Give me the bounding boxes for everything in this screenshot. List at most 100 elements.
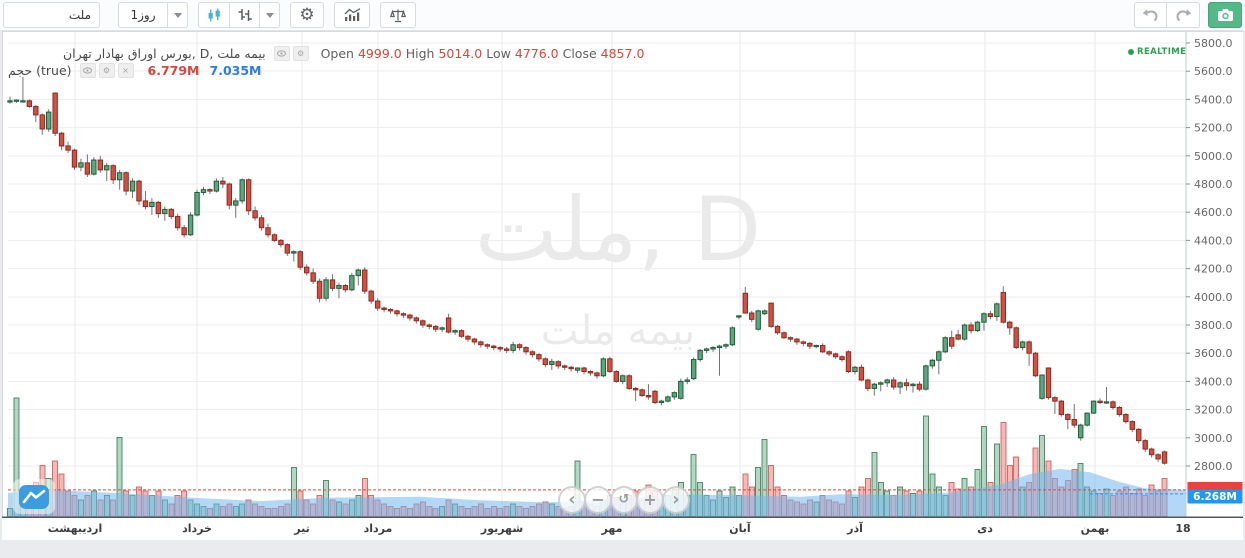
eye-icon[interactable] bbox=[273, 45, 290, 61]
chevron-down-icon bbox=[173, 12, 182, 18]
candle-body bbox=[1097, 400, 1103, 404]
candle-body bbox=[620, 375, 626, 382]
candle-body bbox=[7, 100, 13, 103]
candle-body bbox=[207, 189, 213, 192]
candle-body bbox=[768, 302, 774, 327]
candle-body bbox=[181, 227, 187, 236]
candle-body bbox=[458, 330, 465, 337]
candle-body bbox=[265, 227, 271, 236]
gridlines bbox=[8, 32, 1186, 517]
candle-body bbox=[671, 392, 678, 398]
chevron-right-icon: › bbox=[672, 489, 680, 510]
candle-body bbox=[1161, 451, 1168, 464]
candle-body bbox=[652, 390, 658, 404]
gear-icon[interactable]: ⚙ bbox=[292, 45, 309, 61]
candle-body bbox=[536, 354, 542, 360]
candle-body bbox=[336, 285, 342, 289]
time-axis-label: شهریور bbox=[480, 522, 523, 535]
candle-body bbox=[987, 313, 994, 318]
candle-body bbox=[949, 337, 955, 347]
svg-text:3400.0: 3400.0 bbox=[1194, 375, 1233, 388]
candle-body bbox=[787, 337, 794, 340]
svg-text:4000.0: 4000.0 bbox=[1194, 291, 1233, 304]
settings-button[interactable]: ⚙ bbox=[290, 2, 324, 28]
candle-body bbox=[362, 269, 368, 292]
candle-body bbox=[233, 200, 239, 206]
candle-body bbox=[187, 214, 194, 236]
candle-body bbox=[304, 266, 310, 274]
candle-body bbox=[826, 351, 832, 355]
gear-icon[interactable]: ⚙ bbox=[98, 62, 115, 78]
time-axis-label: مهر bbox=[601, 522, 623, 535]
chart-platform-logo[interactable] bbox=[13, 479, 55, 514]
candle-body bbox=[1142, 440, 1148, 450]
candle-body bbox=[594, 372, 600, 377]
zoom-out-button[interactable]: − bbox=[584, 486, 612, 514]
candle-body bbox=[426, 324, 432, 327]
time-axis-label: بهمن bbox=[1081, 522, 1110, 535]
bar-chart-button[interactable] bbox=[230, 2, 260, 28]
candle-body bbox=[549, 361, 555, 365]
scales-icon bbox=[390, 9, 406, 22]
series-legend: بورس اوراق بهادار تهران, D, بیمه ملت ⚙ O… bbox=[63, 45, 644, 63]
snapshot-button[interactable] bbox=[1208, 2, 1242, 28]
candle-body bbox=[162, 208, 168, 215]
candle-body bbox=[316, 280, 323, 299]
candle-body bbox=[1013, 327, 1019, 349]
symbol-input[interactable]: ملت bbox=[3, 2, 100, 28]
candle-body bbox=[297, 251, 303, 268]
candle-body bbox=[46, 111, 52, 130]
svg-text:4800.0: 4800.0 bbox=[1194, 178, 1233, 191]
candle-body bbox=[691, 359, 697, 380]
series-title: بورس اوراق بهادار تهران, D, بیمه ملت bbox=[63, 45, 266, 61]
volume-study-legend: حجم (true) ⚙ × 6.779M 7.035M bbox=[8, 62, 261, 80]
svg-text:5400.0: 5400.0 bbox=[1194, 93, 1233, 106]
candles bbox=[7, 76, 1168, 465]
candle-body bbox=[116, 172, 123, 181]
interval-select[interactable]: 1روز bbox=[118, 2, 168, 28]
eye-icon[interactable] bbox=[79, 62, 96, 78]
candle-body bbox=[749, 312, 755, 320]
candle-body bbox=[245, 179, 252, 212]
compare-button[interactable] bbox=[380, 2, 416, 28]
candle-body bbox=[291, 251, 297, 254]
interval-dropdown-button[interactable] bbox=[168, 2, 188, 28]
candle-body bbox=[329, 279, 336, 289]
candle-body bbox=[761, 310, 768, 315]
candle-body bbox=[1136, 428, 1142, 442]
reset-icon: ↺ bbox=[618, 492, 630, 507]
candle-body bbox=[65, 145, 71, 151]
svg-text:5200.0: 5200.0 bbox=[1194, 122, 1233, 135]
candle-body bbox=[510, 344, 516, 351]
close-icon[interactable]: × bbox=[117, 62, 134, 78]
candle-body bbox=[710, 347, 716, 350]
candle-body bbox=[581, 367, 587, 373]
candle-body bbox=[942, 337, 948, 353]
indicators-button[interactable] bbox=[334, 2, 370, 28]
candle-body bbox=[1084, 412, 1090, 426]
candle-body bbox=[13, 99, 20, 102]
reset-scale-button[interactable]: ↺ bbox=[610, 486, 638, 514]
undo-button[interactable] bbox=[1134, 2, 1167, 28]
svg-text:5600.0: 5600.0 bbox=[1194, 65, 1233, 78]
candle-body bbox=[897, 382, 903, 388]
candle-body bbox=[974, 321, 981, 332]
candle-body bbox=[439, 327, 445, 330]
redo-button[interactable] bbox=[1167, 2, 1200, 28]
candle-body bbox=[1116, 406, 1123, 416]
candle-body bbox=[852, 366, 858, 373]
minus-icon: − bbox=[591, 490, 605, 509]
candlestick-chart-button[interactable] bbox=[198, 2, 230, 28]
candle-body bbox=[542, 358, 549, 365]
candle-body bbox=[445, 317, 452, 333]
candle-body bbox=[368, 290, 374, 302]
candle-body bbox=[716, 345, 723, 349]
scroll-left-button[interactable]: ‹ bbox=[558, 486, 586, 514]
price-axis: 5800.0 5600.0 5400.0 5200.0 5000.0 4800.0 4600… bbox=[1185, 32, 1243, 540]
candle-body bbox=[729, 327, 736, 346]
zoom-in-button[interactable]: + bbox=[636, 486, 664, 514]
scroll-right-button[interactable]: › bbox=[662, 486, 690, 514]
chart-type-dropdown-button[interactable] bbox=[260, 2, 280, 28]
candle-body bbox=[961, 324, 968, 340]
